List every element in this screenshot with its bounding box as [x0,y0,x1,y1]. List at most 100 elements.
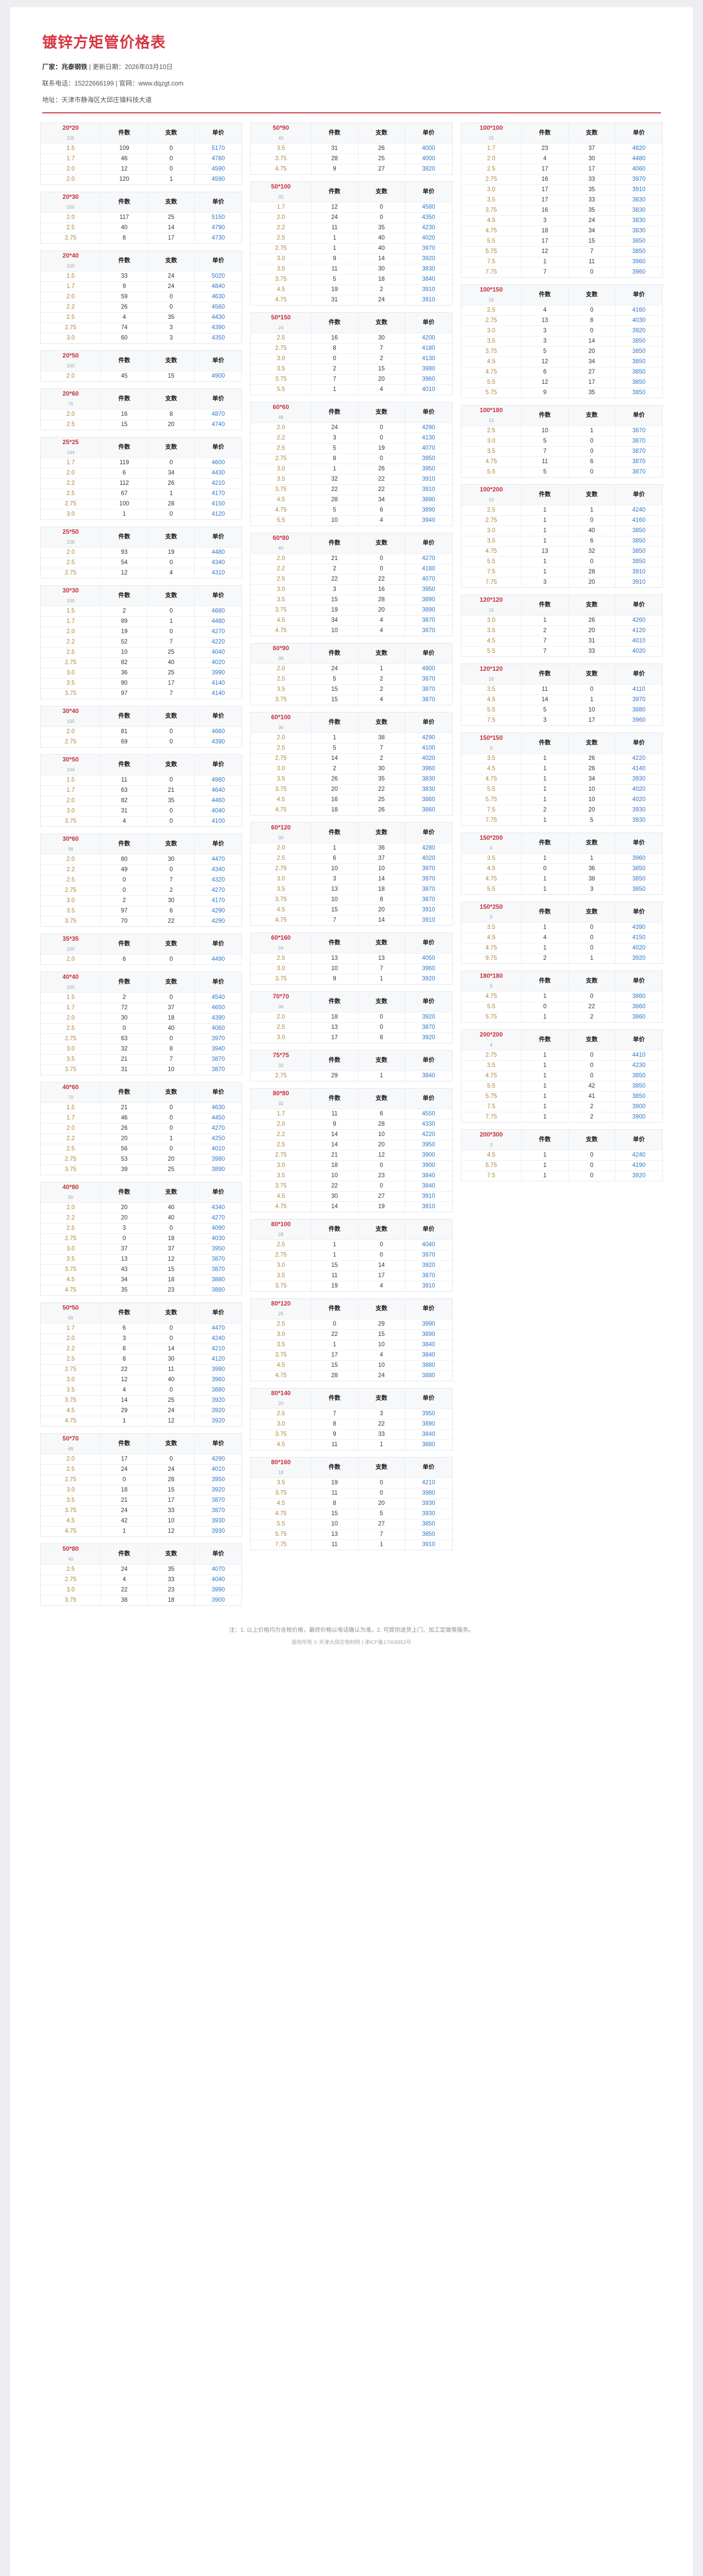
thickness-cell: 3.5 [461,536,522,547]
thickness-cell: 2.0 [251,1119,312,1130]
branch-column-header: 支数 [148,1302,195,1324]
price-cell: 3870 [405,885,452,895]
thickness-cell: 4.5 [251,1439,312,1450]
table-row: 2.0 24 1 4900 [251,664,452,674]
price-cell: 4660 [195,727,242,737]
thickness-cell: 2.0 [41,371,101,381]
branch-cell: 36 [568,863,615,874]
count-cell: 13 [521,546,569,557]
thickness-cell: 3.75 [41,1595,101,1605]
price-cell: 3920 [422,975,435,982]
price-cell: 3850 [405,1530,452,1540]
table-row: 2.75 1 0 3970 [251,1250,452,1261]
thickness-cell: 4.75 [461,943,522,954]
meta-separator-2: | [114,79,119,87]
branch-column-header: 支数 [148,1082,195,1103]
table-row: 3.5 15 28 3890 [251,595,452,605]
count-cell: 31 [101,1064,148,1075]
size-quantity: 120 [66,263,75,268]
count-cell: 2 [101,606,148,617]
table-row: 7.5 1 28 3910 [461,567,662,578]
thickness-cell: 2.75 [41,1154,101,1165]
count-cell: 1 [521,556,569,567]
size-header-cell: 60*90 39 [251,643,312,664]
thickness-cell: 2.2 [41,302,101,313]
table-row: 2.75 53 20 3980 [41,1154,242,1165]
table-row: 4.75 1 12 3930 [41,1526,242,1536]
count-column-header: 件数 [101,934,148,955]
table-header-row: 20*30 150 件数 支数 单价 [41,192,242,213]
thickness-cell: 4.75 [461,546,522,557]
count-cell: 0 [101,885,148,896]
table-header-row: 20*50 160 件数 支数 单价 [41,350,242,371]
branch-cell: 25 [148,668,195,679]
thickness-cell: 2.2 [41,865,101,875]
thickness-cell: 3.5 [251,884,312,895]
table-row: 4.5 14 1 3970 [461,694,662,705]
price-cell: 3850 [615,536,662,547]
size-header-cell: 60*100 36 [251,712,312,733]
size-header-cell: 120*120 15 [461,664,522,685]
price-column-header: 单价 [615,284,662,306]
branch-cell: 0 [148,1454,195,1465]
price-cell: 4430 [195,468,242,479]
thickness-cell: 2.5 [41,312,101,323]
website-url[interactable]: www.dqzgt.com [138,79,184,87]
price-cell: 3860 [422,806,435,813]
price-cell: 4390 [195,323,242,333]
thickness-cell: 2.0 [251,212,312,223]
count-cell: 14 [521,694,569,705]
price-cell: 4160 [615,516,662,526]
thickness-cell: 2.75 [251,243,312,254]
price-column-header: 单价 [195,1302,242,1324]
branch-column-header: 支数 [358,933,405,954]
branch-cell: 22 [148,916,195,926]
branch-column-header: 支数 [148,1433,195,1454]
table-row: 5.5 1 10 4020 [461,784,662,795]
branch-cell: 26 [568,764,615,774]
table-header-row: 200*200 4 件数 支数 单价 [461,1029,662,1050]
count-cell: 1 [311,1340,358,1350]
price-cell: 4590 [195,164,242,175]
price-column-1: 20*20 225 件数 支数 单价 1.5 109 0 5170 1.7 46 0 4780 2.0 12… [40,122,243,1606]
branch-cell: 0 [568,1160,615,1171]
size-label: 20*40 [62,251,79,259]
branch-column-header: 支数 [148,1544,195,1565]
count-cell: 0 [101,1023,148,1034]
thickness-cell: 3.5 [251,1478,312,1488]
count-cell: 46 [101,154,148,164]
table-row: 2.5 17 17 4060 [461,164,662,175]
price-cell: 3970 [615,695,662,705]
count-cell: 15 [311,1360,358,1371]
table-row: 2.2 11 35 4230 [251,223,452,233]
size-header-cell: 40*40 100 [41,972,101,993]
table-row: 4.5 34 4 3870 [251,615,452,626]
price-cell: 4630 [195,292,242,302]
table-row: 3.75 7 20 3960 [251,374,452,385]
price-cell: 5020 [195,272,242,282]
size-header-cell: 80*80 32 [251,1088,312,1109]
price-cell: 4740 [212,421,225,428]
branch-cell: 4 [358,1281,405,1291]
count-cell: 119 [101,457,148,468]
thickness-cell: 5.5 [461,784,522,795]
footer-copyright: 版权所有 © 天津大邱庄钢材网 | 津ICP备17008953号 [292,1640,411,1646]
thickness-cell: 3.5 [251,1340,312,1350]
price-cell: 4140 [212,690,225,697]
count-cell: 13 [311,884,358,895]
table-row: 2.0 117 25 5150 [41,212,242,223]
count-cell: 70 [101,916,148,926]
branch-column-header: 支数 [358,1388,405,1409]
price-cell: 3920 [632,955,646,961]
table-row: 3.75 39 25 3890 [41,1164,242,1175]
count-cell: 1 [521,1071,569,1081]
table-row: 1.5 2 0 4540 [41,992,242,1003]
price-cell: 3850 [632,389,646,396]
branch-cell: 0 [358,453,405,464]
size-label: 60*60 [272,403,289,411]
price-cell: 3830 [615,216,662,226]
count-cell: 17 [521,236,569,247]
size-quantity: 25 [278,1311,284,1316]
price-column-header: 单价 [195,972,242,993]
thickness-cell: 3.0 [251,584,312,595]
